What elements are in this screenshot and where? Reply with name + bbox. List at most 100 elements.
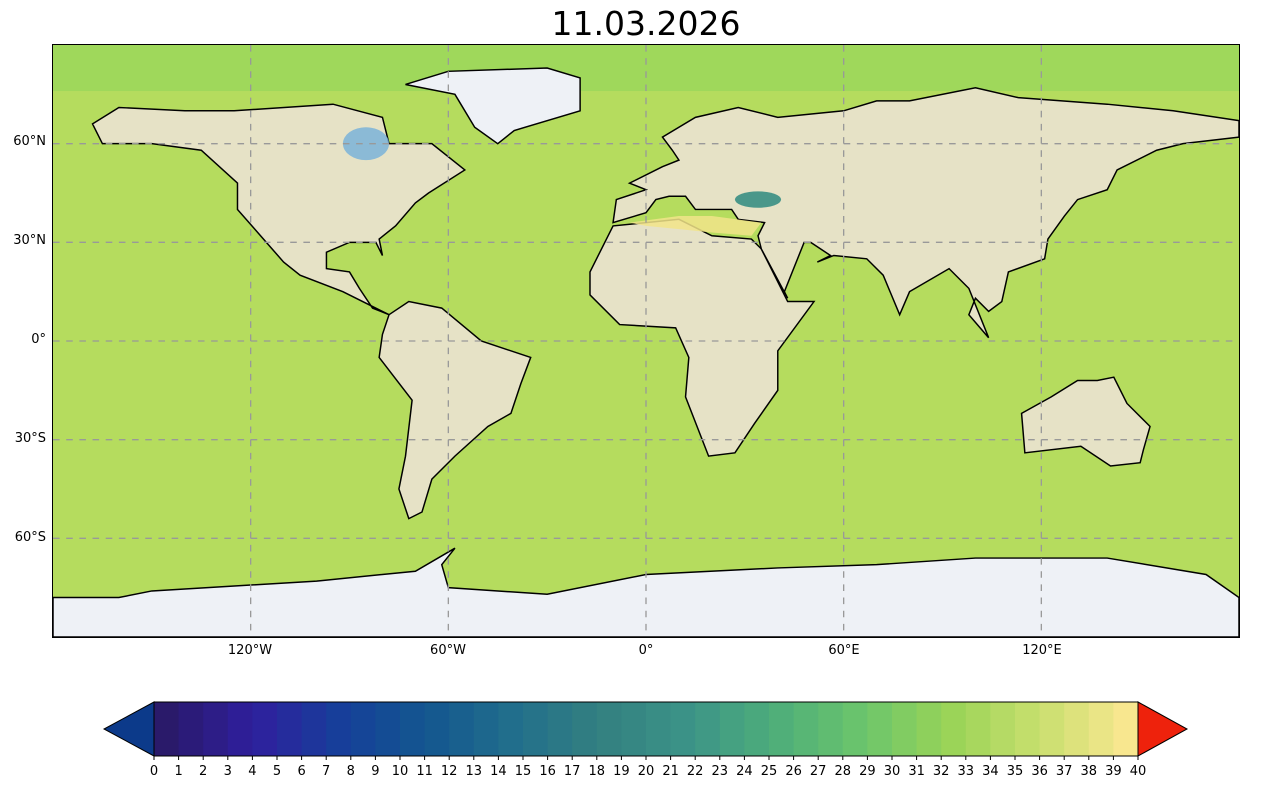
colorbar-segment — [572, 702, 598, 756]
world-map — [52, 44, 1240, 638]
colorbar-tick-label: 39 — [1105, 764, 1122, 779]
colorbar-tick-label: 25 — [760, 764, 778, 779]
colorbar-tick-label: 35 — [1006, 764, 1024, 779]
gridlines — [53, 45, 1239, 637]
colorbar-tick-label: 24 — [736, 764, 753, 779]
colorbar-tick-label: 3 — [223, 764, 232, 779]
colorbar-tick-label: 31 — [908, 764, 925, 779]
colorbar-tick-label: 33 — [957, 764, 975, 779]
colorbar-segment — [744, 702, 770, 756]
colorbar-tick-label: 34 — [982, 764, 999, 779]
south-america — [378, 300, 532, 520]
colorbar-segment — [596, 702, 622, 756]
colorbar-segment — [1088, 702, 1114, 756]
colorbar-segment — [793, 702, 819, 756]
lon-label: 120°W — [227, 643, 273, 658]
colorbar-tick-label: 5 — [272, 764, 282, 779]
lat-label: 30°N — [13, 233, 46, 248]
colorbar-tick-label: 11 — [416, 764, 433, 779]
colorbar-tick-label: 22 — [686, 764, 704, 779]
lat-label: 0° — [31, 332, 46, 347]
colorbar-tick-label: 13 — [465, 764, 483, 779]
mediterranean — [629, 216, 762, 236]
colorbar-segment — [842, 702, 868, 756]
colorbar-tick-label: 19 — [613, 764, 630, 779]
colorbar-segment — [719, 702, 745, 756]
colorbar-tick-label: 7 — [322, 764, 331, 779]
colorbar-segment — [695, 702, 721, 756]
colorbar-tick-label: 12 — [440, 764, 458, 779]
colorbar-tick-label: 28 — [834, 764, 852, 779]
colorbar-segment — [326, 702, 352, 756]
colorbar-tick-label: 18 — [588, 764, 606, 779]
colorbar-tick-label: 8 — [346, 764, 355, 779]
lat-label: 60°S — [14, 530, 46, 545]
colorbar — [102, 701, 1189, 760]
lat-label: 30°S — [14, 431, 46, 446]
colorbar-segment — [941, 702, 967, 756]
colorbar-tick-label: 23 — [711, 764, 729, 779]
colorbar-segment — [1039, 702, 1065, 756]
colorbar-segment — [646, 702, 672, 756]
lon-label: 0° — [638, 643, 654, 658]
colorbar-tick-label: 30 — [883, 764, 901, 779]
greenland — [405, 67, 581, 145]
colorbar-tick-label: 0 — [149, 764, 159, 779]
colorbar-segment — [621, 702, 647, 756]
colorbar-tick-label: 14 — [490, 764, 507, 779]
colorbar-segment — [547, 702, 573, 756]
colorbar-segment — [1015, 702, 1041, 756]
colorbar-tick-label: 20 — [637, 764, 655, 779]
colorbar-tick-label: 2 — [199, 764, 208, 779]
colorbar-segment — [867, 702, 893, 756]
colorbar-under-arrow — [102, 701, 155, 757]
colorbar-tick-label: 9 — [371, 764, 380, 779]
colorbar-tick-label: 32 — [932, 764, 950, 779]
colorbar-segment — [498, 702, 524, 756]
colorbar-segment — [178, 702, 204, 756]
black-sea — [734, 191, 782, 208]
colorbar-tick-label: 40 — [1129, 764, 1147, 779]
colorbar-segment — [301, 702, 327, 756]
eurasia — [612, 86, 1239, 339]
colorbar-tick-label: 37 — [1055, 764, 1073, 779]
colorbar-tick-label: 1 — [174, 764, 183, 779]
colorbar-segment — [400, 702, 426, 756]
colorbar-segment — [1113, 702, 1139, 756]
colorbar-tick-label: 29 — [859, 764, 876, 779]
colorbar-tick-label: 26 — [785, 764, 802, 779]
lon-label: 60°W — [430, 643, 466, 658]
shallow-seas — [342, 127, 782, 236]
lon-label: 60°E — [828, 643, 860, 658]
map-title: 11.03.2026 — [551, 4, 741, 43]
colorbar-segment — [990, 702, 1016, 756]
lat-label: 60°N — [13, 134, 46, 149]
colorbar-segment — [424, 702, 450, 756]
colorbar-over-arrow — [1137, 701, 1189, 757]
colorbar-tick-label: 10 — [391, 764, 409, 779]
colorbar-segment — [227, 702, 253, 756]
colorbar-tick-label: 6 — [297, 764, 306, 779]
colorbar-segment — [916, 702, 942, 756]
colorbar-tick-label: 15 — [514, 764, 532, 779]
colorbar-segment — [670, 702, 696, 756]
colorbar-segment — [523, 702, 549, 756]
colorbar-segment — [473, 702, 499, 756]
colorbar-tick-label: 17 — [563, 764, 581, 779]
africa — [589, 218, 816, 457]
landmasses — [53, 67, 1239, 637]
colorbar-segment — [375, 702, 401, 756]
colorbar-tick-label: 38 — [1080, 764, 1098, 779]
colorbar-tick-label: 36 — [1031, 764, 1048, 779]
colorbar-tick-label: 16 — [539, 764, 556, 779]
colorbar-segment — [203, 702, 229, 756]
colorbar-segment — [252, 702, 278, 756]
colorbar-segment — [892, 702, 918, 756]
colorbar-segment — [154, 702, 180, 756]
hudson-bay — [342, 127, 390, 161]
colorbar-segment — [769, 702, 795, 756]
colorbar-segment — [350, 702, 376, 756]
colorbar-tick-label: 27 — [809, 764, 827, 779]
arctic-band — [53, 45, 1239, 92]
colorbar-segment — [818, 702, 844, 756]
